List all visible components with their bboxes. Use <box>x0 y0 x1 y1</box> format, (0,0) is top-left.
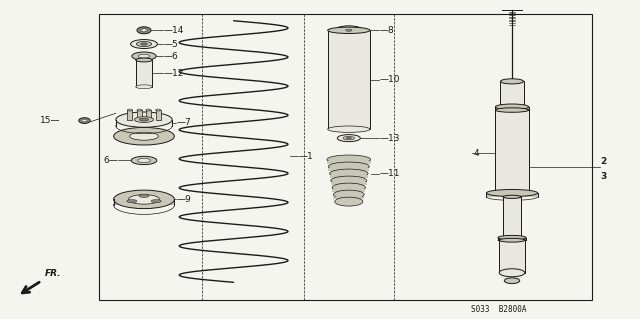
Ellipse shape <box>136 41 152 47</box>
Ellipse shape <box>495 104 529 110</box>
Bar <box>116 120 172 126</box>
Text: —7: —7 <box>177 118 191 127</box>
Ellipse shape <box>129 132 159 140</box>
Ellipse shape <box>346 137 351 139</box>
Text: FR.: FR. <box>45 269 61 278</box>
Text: 6—: 6— <box>103 156 118 165</box>
Bar <box>328 168 369 171</box>
Bar <box>500 81 524 107</box>
Text: —5: —5 <box>164 40 179 48</box>
Ellipse shape <box>127 200 137 203</box>
Ellipse shape <box>335 197 363 206</box>
Ellipse shape <box>498 235 526 240</box>
Text: —13: —13 <box>380 134 400 143</box>
Bar <box>328 30 370 129</box>
Ellipse shape <box>116 112 172 127</box>
Ellipse shape <box>132 52 156 60</box>
Ellipse shape <box>79 118 90 123</box>
Ellipse shape <box>495 108 529 112</box>
Bar <box>499 240 525 273</box>
Ellipse shape <box>131 40 157 48</box>
Ellipse shape <box>328 126 370 132</box>
Ellipse shape <box>141 43 147 45</box>
Ellipse shape <box>134 117 154 122</box>
Ellipse shape <box>138 159 150 163</box>
Ellipse shape <box>486 189 538 197</box>
Bar <box>136 60 152 87</box>
Ellipse shape <box>331 176 367 185</box>
Ellipse shape <box>332 183 365 192</box>
Ellipse shape <box>504 278 520 284</box>
Text: —8: —8 <box>380 26 394 35</box>
Ellipse shape <box>330 169 368 178</box>
Bar <box>330 175 368 178</box>
Text: S033  B2800A: S033 B2800A <box>472 305 527 314</box>
Bar <box>495 107 529 110</box>
Bar <box>327 161 371 164</box>
Bar <box>503 197 521 238</box>
Ellipse shape <box>328 27 370 33</box>
Ellipse shape <box>328 162 369 171</box>
Ellipse shape <box>151 200 161 203</box>
Ellipse shape <box>327 155 371 164</box>
Ellipse shape <box>114 128 174 145</box>
Text: —14: —14 <box>164 26 184 35</box>
Ellipse shape <box>131 156 157 165</box>
Text: —1: —1 <box>298 152 313 161</box>
Ellipse shape <box>141 29 147 32</box>
Ellipse shape <box>495 191 529 195</box>
Ellipse shape <box>342 28 356 33</box>
Text: 2: 2 <box>600 157 607 166</box>
Ellipse shape <box>139 194 149 197</box>
Ellipse shape <box>156 109 161 111</box>
Text: —10: —10 <box>380 75 400 84</box>
Ellipse shape <box>137 27 151 34</box>
Bar <box>114 199 174 205</box>
Ellipse shape <box>335 26 363 35</box>
Ellipse shape <box>136 85 152 89</box>
Bar <box>333 197 364 199</box>
Ellipse shape <box>346 29 352 31</box>
Bar <box>332 189 365 192</box>
Ellipse shape <box>138 54 150 58</box>
Ellipse shape <box>500 79 524 84</box>
Text: —9: —9 <box>177 195 191 204</box>
Ellipse shape <box>343 137 355 140</box>
Ellipse shape <box>499 238 525 242</box>
Ellipse shape <box>137 109 142 111</box>
Bar <box>156 110 161 120</box>
Ellipse shape <box>82 119 87 122</box>
Polygon shape <box>499 273 525 281</box>
Text: 4: 4 <box>474 149 479 158</box>
Ellipse shape <box>499 269 525 277</box>
Text: 15—: 15— <box>40 116 61 125</box>
Bar <box>99 14 592 300</box>
Ellipse shape <box>136 58 152 62</box>
Bar <box>495 110 529 193</box>
Ellipse shape <box>333 190 364 199</box>
Ellipse shape <box>146 109 151 111</box>
Ellipse shape <box>127 109 132 111</box>
Ellipse shape <box>337 135 360 142</box>
Ellipse shape <box>129 195 159 204</box>
Bar <box>146 110 151 120</box>
Text: 3: 3 <box>600 172 607 181</box>
Text: —11: —11 <box>380 169 400 178</box>
Text: —6: —6 <box>164 52 179 61</box>
Ellipse shape <box>140 118 148 121</box>
Bar <box>127 110 132 120</box>
Bar <box>331 182 367 185</box>
Ellipse shape <box>500 104 524 109</box>
Text: —12: —12 <box>164 69 184 78</box>
Bar <box>486 193 538 197</box>
Ellipse shape <box>503 195 521 198</box>
Ellipse shape <box>114 190 174 209</box>
Bar <box>137 110 142 120</box>
